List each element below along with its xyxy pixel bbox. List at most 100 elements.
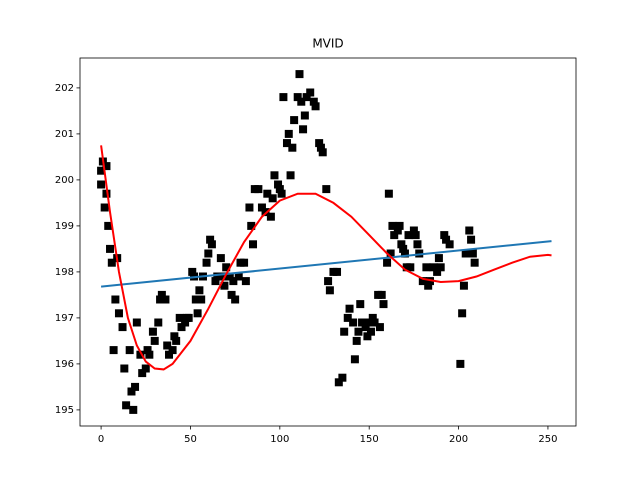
data-point [129,405,138,414]
data-point [440,231,449,240]
data-point [318,148,327,157]
data-point [132,318,141,327]
data-point [297,97,306,106]
data-point [288,143,297,152]
y-tick-label: 202 [55,83,74,94]
data-point [295,70,304,79]
data-point [184,313,193,322]
data-point [213,272,222,281]
data-point [222,263,231,272]
data-point [322,185,331,194]
data-point [270,171,279,180]
data-point [197,295,206,304]
data-point [345,304,354,313]
data-point [102,162,111,171]
data-point [397,240,406,249]
data-point [143,346,152,355]
data-point [145,350,154,359]
data-point [104,221,113,230]
data-point [120,364,129,373]
data-point [102,189,111,198]
data-point [399,244,408,253]
data-point [266,212,275,221]
data-point [383,258,392,267]
data-point [411,231,420,240]
data-point [424,281,433,290]
data-point [97,166,106,175]
data-point [154,318,163,327]
data-point [241,277,250,286]
data-point [148,327,157,336]
data-point [350,355,359,364]
data-point [393,226,402,235]
data-point [122,401,131,410]
data-point [118,323,127,332]
data-point [191,295,200,304]
data-point [363,332,372,341]
y-tick-label: 201 [55,129,74,140]
data-point [456,359,465,368]
data-point [468,249,477,258]
data-point [333,267,342,276]
data-point [459,281,468,290]
data-point [165,350,174,359]
linear-fit [100,240,552,288]
data-point [434,254,443,263]
data-point [275,185,284,194]
data-point [375,323,384,332]
chart-title: MVID [312,37,343,51]
data-point [418,277,427,286]
data-point [240,258,249,267]
data-point [150,336,159,345]
data-point [406,263,415,272]
data-point [175,313,184,322]
data-point [245,203,254,212]
data-point [467,235,476,244]
data-point [422,263,431,272]
data-point [231,295,240,304]
data-point [309,97,318,106]
data-point [315,139,324,148]
data-point [340,327,349,336]
data-point [384,189,393,198]
x-tick-label: 200 [449,434,468,445]
data-point [442,235,451,244]
data-point [125,346,134,355]
data-point [390,231,399,240]
y-tick-label: 195 [55,405,74,416]
data-point [170,332,179,341]
data-point [136,350,145,359]
data-point [334,378,343,387]
data-point [293,93,302,102]
data-point [193,309,202,318]
data-point [400,249,409,258]
data-point [204,249,213,258]
data-point [465,226,474,235]
data-point [157,290,166,299]
data-point [277,189,286,198]
data-point [299,125,308,134]
data-point [366,327,375,336]
data-point [284,129,293,138]
data-point [354,327,363,336]
data-point [131,382,140,391]
data-point [106,244,115,253]
y-tick-label: 200 [55,175,74,186]
data-point [161,295,170,304]
data-point [404,231,413,240]
data-point [409,226,418,235]
y-tick-label: 199 [55,221,74,232]
data-point [188,267,197,276]
data-point [257,203,266,212]
data-point [358,318,367,327]
data-point [97,180,106,189]
data-point [324,277,333,286]
data-point [195,286,204,295]
data-point [234,272,243,281]
data-point [356,300,365,309]
data-point [268,194,277,203]
data-point [352,336,361,345]
data-point [325,286,334,295]
data-point [225,272,234,281]
